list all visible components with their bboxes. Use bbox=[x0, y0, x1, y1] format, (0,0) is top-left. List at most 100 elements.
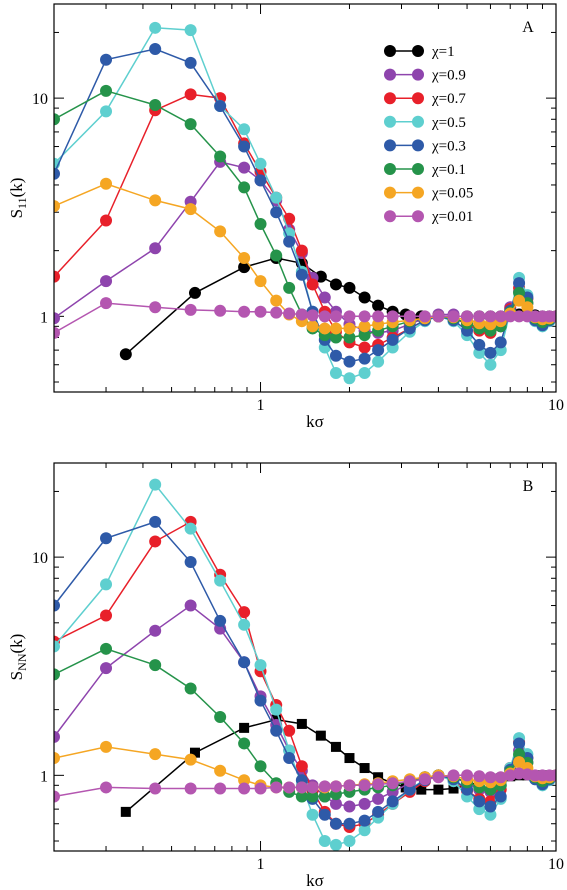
data-point bbox=[214, 225, 227, 238]
data-point bbox=[54, 640, 60, 653]
data-point bbox=[513, 737, 526, 750]
data-point bbox=[254, 694, 267, 707]
panel-a: 1 10110kσS11(k)Aχ=1χ=0.9χ=0.7χ=0.5χ=0.3χ=… bbox=[7, 3, 564, 431]
data-point bbox=[372, 805, 385, 818]
data-point bbox=[358, 824, 371, 837]
data-point bbox=[330, 741, 341, 752]
data-point bbox=[283, 307, 296, 320]
panel-label: B bbox=[523, 478, 534, 495]
data-point bbox=[238, 181, 251, 194]
data-point bbox=[295, 268, 308, 281]
legend-label: χ=0.5 bbox=[431, 115, 466, 131]
series-line bbox=[54, 89, 556, 339]
data-point bbox=[283, 212, 296, 225]
legend-marker bbox=[412, 68, 424, 81]
y-tick-label: 1 bbox=[40, 768, 48, 785]
data-point bbox=[358, 352, 371, 365]
y-tick-label: 10 bbox=[32, 91, 48, 108]
data-point bbox=[149, 301, 162, 314]
data-point bbox=[386, 795, 399, 808]
data-point bbox=[318, 835, 331, 848]
y-axis-label: SNN(k) bbox=[7, 634, 29, 681]
data-point bbox=[461, 769, 474, 782]
data-point bbox=[238, 140, 251, 153]
data-point bbox=[372, 792, 385, 805]
data-point bbox=[238, 737, 251, 750]
data-point bbox=[318, 310, 331, 323]
data-point bbox=[358, 310, 371, 323]
data-point bbox=[254, 174, 267, 187]
legend-marker bbox=[384, 68, 396, 81]
data-point bbox=[100, 53, 113, 66]
data-point bbox=[254, 305, 267, 318]
legend-item: χ=0.5 bbox=[384, 115, 466, 131]
data-point bbox=[358, 329, 371, 342]
y-tick-label: 10 bbox=[32, 550, 48, 567]
data-point bbox=[283, 752, 296, 765]
data-point bbox=[188, 286, 201, 299]
data-point bbox=[270, 249, 283, 262]
data-point bbox=[295, 790, 308, 803]
data-point bbox=[214, 304, 227, 317]
data-point bbox=[283, 235, 296, 248]
data-point bbox=[306, 320, 319, 333]
data-point bbox=[343, 817, 356, 830]
data-point bbox=[54, 668, 60, 681]
data-point bbox=[149, 242, 162, 255]
data-point bbox=[214, 574, 227, 587]
legend-marker bbox=[384, 186, 396, 199]
data-point bbox=[184, 555, 197, 568]
legend-label: χ=0.7 bbox=[431, 91, 466, 107]
data-point bbox=[149, 478, 162, 491]
data-point bbox=[254, 659, 267, 672]
data-point bbox=[100, 609, 113, 622]
legend-item: χ=0.01 bbox=[384, 209, 473, 225]
data-point bbox=[550, 769, 556, 782]
data-point bbox=[372, 344, 385, 357]
data-point bbox=[254, 157, 267, 170]
data-point bbox=[372, 310, 385, 323]
data-point bbox=[318, 322, 331, 335]
data-point bbox=[295, 760, 308, 773]
data-point bbox=[270, 191, 283, 204]
data-point bbox=[184, 203, 197, 216]
x-axis-label: kσ bbox=[306, 412, 324, 431]
data-point bbox=[54, 157, 60, 170]
data-point bbox=[447, 769, 460, 782]
data-point bbox=[270, 294, 283, 307]
data-point bbox=[329, 349, 342, 362]
data-point bbox=[306, 790, 319, 803]
data-point bbox=[343, 310, 356, 323]
data-point bbox=[254, 782, 267, 795]
data-point bbox=[343, 800, 356, 813]
data-point bbox=[149, 748, 162, 761]
y-tick-label: 1 bbox=[40, 309, 48, 326]
data-point bbox=[461, 310, 474, 323]
data-point bbox=[372, 355, 385, 368]
legend-item: χ=0.3 bbox=[384, 138, 466, 154]
legend-item: χ=1 bbox=[384, 44, 455, 60]
data-point bbox=[343, 835, 356, 848]
data-point bbox=[318, 291, 331, 304]
data-point bbox=[214, 711, 227, 724]
data-point bbox=[473, 770, 486, 783]
data-point bbox=[473, 310, 486, 323]
data-point bbox=[149, 535, 162, 548]
data-point bbox=[494, 336, 507, 349]
data-point bbox=[358, 814, 371, 827]
data-point bbox=[254, 760, 267, 773]
data-point bbox=[184, 599, 197, 612]
x-tick-label: 10 bbox=[548, 397, 564, 414]
data-point bbox=[54, 270, 60, 283]
legend-marker bbox=[412, 92, 424, 105]
data-point bbox=[54, 312, 60, 325]
data-point bbox=[238, 161, 251, 174]
data-point bbox=[343, 372, 356, 385]
data-point bbox=[403, 310, 416, 323]
data-point bbox=[403, 783, 416, 796]
data-point bbox=[238, 774, 251, 787]
data-point bbox=[343, 331, 356, 344]
legend-label: χ=0.01 bbox=[431, 209, 473, 225]
data-point bbox=[214, 764, 227, 777]
